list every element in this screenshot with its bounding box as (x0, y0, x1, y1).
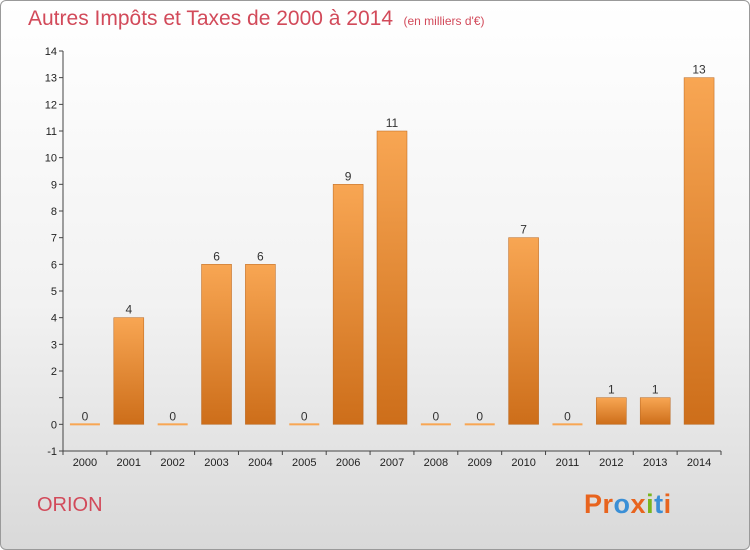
x-tick-label: 2001 (117, 457, 141, 469)
y-tick-label: -1 (47, 446, 57, 458)
bar-value-label: 4 (125, 303, 132, 317)
bar (332, 184, 364, 425)
x-tick-label: 2011 (556, 457, 580, 469)
y-tick-label: 11 (46, 126, 57, 138)
y-tick-label: 4 (51, 313, 57, 325)
y-tick-label: 8 (51, 206, 57, 218)
y-tick-label: 14 (45, 46, 57, 58)
bar (245, 264, 276, 425)
bar-value-label: 0 (82, 409, 89, 423)
y-tick-label: 2 (51, 366, 57, 378)
logo-letter: x (630, 489, 647, 519)
logo-letter: o (613, 489, 631, 519)
x-tick-label: 2004 (248, 457, 272, 469)
bar-value-label: 11 (386, 116, 399, 130)
bar-value-label: 0 (301, 409, 308, 423)
bar-value-label: 0 (476, 409, 483, 423)
bar-value-label: 7 (520, 223, 527, 237)
bar-value-label: 6 (213, 249, 220, 263)
chart-title-block: Autres Impôts et Taxes de 2000 à 2014 (e… (28, 7, 484, 31)
bar (420, 423, 451, 426)
bar (201, 264, 232, 425)
y-axis: -1 0 2 3 4 5 6 7 8 9 10 11 12 13 14 (45, 46, 64, 458)
y-tick-label: 12 (45, 99, 57, 111)
y-tick-label: 6 (51, 259, 57, 271)
y-tick-label: 3 (51, 339, 57, 351)
x-tick-label: 2000 (73, 457, 97, 469)
x-tick-label: 2013 (643, 457, 667, 469)
bar-value-label: 1 (652, 383, 659, 397)
logo-letter: i (646, 489, 655, 519)
location-label: ORION (37, 494, 103, 516)
x-tick-label: 2009 (467, 457, 491, 469)
bar (683, 77, 715, 425)
x-tick-label: 2008 (424, 457, 448, 469)
bar-value-label: 0 (564, 409, 571, 423)
x-tick-label: 2014 (687, 457, 711, 469)
bar-value-label: 6 (257, 249, 264, 263)
x-tick-label: 2012 (599, 457, 623, 469)
x-tick-label: 2002 (160, 457, 184, 469)
bar (464, 423, 495, 426)
logo-letter: P (584, 489, 603, 519)
y-tick-label: 0 (51, 419, 57, 431)
chart-subtitle: (en milliers d'€) (403, 14, 485, 28)
logo-letter: t (654, 489, 664, 519)
bar (596, 397, 627, 425)
x-axis: 2000 2001 2002 2003 2004 2005 2006 2007 2008 2009… (62, 450, 722, 469)
x-tick-label: 2005 (292, 457, 316, 469)
bar (69, 423, 100, 426)
bar-value-label: 1 (608, 383, 615, 397)
proxiti-logo[interactable]: Proxiti (584, 489, 672, 520)
x-tick-label: 2006 (336, 457, 360, 469)
bar (639, 397, 671, 425)
bar (508, 237, 539, 425)
chart-title: Autres Impôts et Taxes de 2000 à 2014 (28, 7, 394, 30)
bar-value-label: 9 (345, 169, 352, 183)
bar (552, 423, 583, 426)
bar-value-label: 13 (692, 63, 706, 77)
x-tick-label: 2010 (511, 457, 535, 469)
bar-value-label: 0 (169, 409, 176, 423)
x-tick-label: 2007 (380, 457, 404, 469)
bar (113, 317, 145, 425)
y-tick-label: 9 (51, 179, 57, 191)
y-tick-label: 7 (51, 233, 57, 245)
logo-letter: i (663, 489, 672, 519)
bar (376, 130, 408, 425)
bar (289, 423, 320, 426)
logo-letter: r (602, 489, 614, 519)
bar-value-label: 0 (433, 409, 440, 423)
x-tick-label: 2003 (204, 457, 228, 469)
y-tick-label: 5 (51, 286, 57, 298)
y-tick-label: 13 (45, 73, 57, 85)
y-tick-label: 10 (45, 153, 57, 165)
bar (157, 423, 188, 426)
